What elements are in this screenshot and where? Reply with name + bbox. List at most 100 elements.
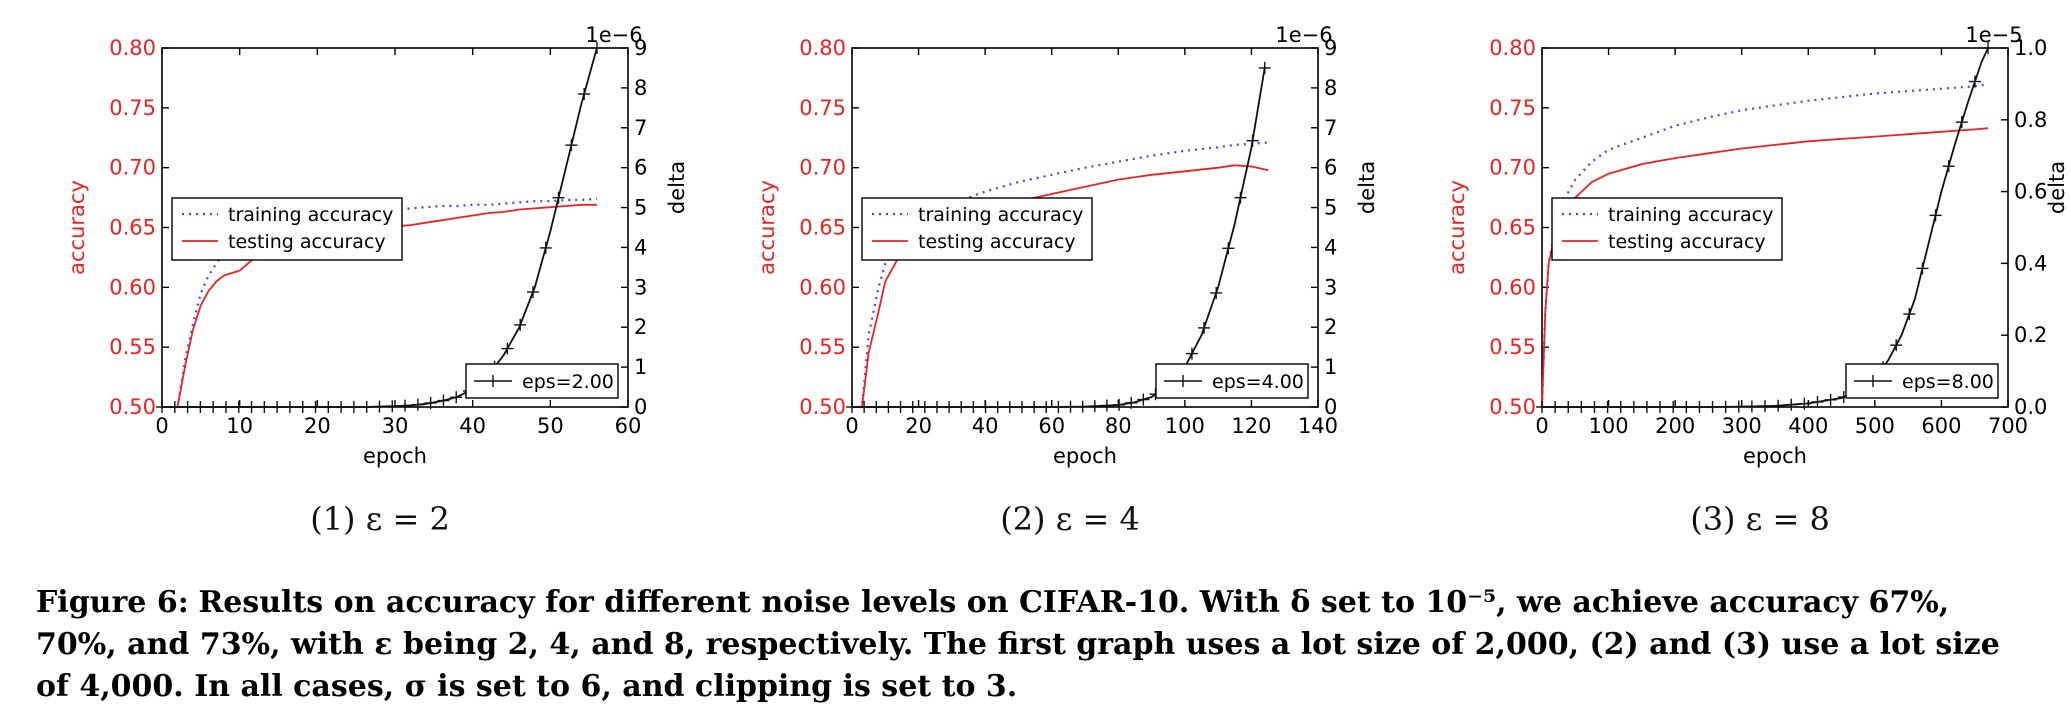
legend-lower: eps=4.00 — [1155, 363, 1309, 399]
y2-tick-label: 1 — [634, 355, 647, 379]
y2-axis-label: delta — [665, 161, 689, 214]
y-tick-label: 0.60 — [799, 275, 846, 299]
y2-tick-label: 5 — [1324, 196, 1337, 220]
legend-label-test: testing accuracy — [228, 231, 386, 253]
x-tick-label: 100 — [1165, 414, 1205, 438]
y-tick-label: 0.75 — [1489, 96, 1536, 120]
y2-tick-label: 6 — [634, 156, 647, 180]
x-tick-label: 300 — [1722, 414, 1762, 438]
y2-tick-label: 5 — [634, 196, 647, 220]
legend-lower: eps=8.00 — [1845, 363, 1999, 399]
y2-tick-label: 4 — [634, 235, 647, 259]
y-tick-label: 0.80 — [799, 36, 846, 60]
chart-panel-3: 0 100 200 300 400 500 600 700 epoch 0.50 0.55 0.60 0… — [1380, 0, 2070, 560]
legend-box — [861, 197, 1093, 261]
legend-upper: training accuracy testing accuracy — [1551, 197, 1783, 261]
y2-tick-label: 3 — [634, 275, 647, 299]
y2-tick-label: 1.0 — [2014, 36, 2047, 60]
chart-svg-3: 0 100 200 300 400 500 600 700 epoch 0.50 0.55 0.60 0… — [1445, 23, 2069, 468]
y2-tick-label: 0.8 — [2014, 108, 2047, 132]
x-tick-label: 700 — [1988, 414, 2028, 438]
y-tick-label: 0.80 — [109, 36, 156, 60]
y-tick-label: 0.60 — [109, 275, 156, 299]
figure-caption-text: Results on accuracy for different noise … — [36, 585, 2000, 704]
x-tick-label: 500 — [1855, 414, 1895, 438]
y2-tick-label: 2 — [1324, 315, 1337, 339]
x-tick-label: 200 — [1655, 414, 1695, 438]
y2-tick-label: 8 — [634, 76, 647, 100]
y2-multiplier: 1e−5 — [1965, 23, 2022, 47]
y-axis-label: accuracy — [755, 180, 779, 275]
subcaption-3: (3) ε = 8 — [1690, 500, 1830, 538]
y-tick-label: 0.75 — [109, 96, 156, 120]
y2-multiplier: 1e−6 — [1275, 23, 1332, 47]
y2-tick-label: 7 — [634, 116, 647, 140]
subcaption-2: (2) ε = 4 — [1000, 500, 1140, 538]
y-tick-label: 0.70 — [109, 156, 156, 180]
y-tick-label: 0.55 — [1489, 335, 1536, 359]
legend-upper: training accuracy testing accuracy — [861, 197, 1093, 261]
x-tick-label: 40 — [972, 414, 999, 438]
legend-label-test: testing accuracy — [1608, 231, 1766, 253]
legend-label-train: training accuracy — [918, 204, 1083, 226]
figure-caption: Figure 6: Results on accuracy for differ… — [36, 582, 2036, 708]
legend-label-train: training accuracy — [228, 204, 393, 226]
y2-tick-label: 7 — [1324, 116, 1337, 140]
y-tick-label: 0.50 — [799, 395, 846, 419]
y2-multiplier: 1e−6 — [585, 23, 642, 47]
y-tick-label: 0.65 — [799, 216, 846, 240]
y-tick-label: 0.55 — [799, 335, 846, 359]
y2-tick-label: 0.4 — [2014, 251, 2047, 275]
legend-lower: eps=2.00 — [465, 363, 619, 399]
legend-label-eps: eps=8.00 — [1902, 371, 1994, 393]
x-axis-label: epoch — [1053, 444, 1117, 468]
legend-box — [171, 197, 403, 261]
y2-tick-label: 4 — [1324, 235, 1337, 259]
y-tick-label: 0.50 — [1489, 395, 1536, 419]
x-tick-label: 10 — [226, 414, 253, 438]
x-tick-label: 20 — [304, 414, 331, 438]
legend-label-eps: eps=4.00 — [1212, 371, 1304, 393]
chart-svg-2: 0 20 40 60 80 100 120 140 epoch 0.50 0.55 0.60 0.65 0… — [755, 23, 1379, 468]
y2-tick-label: 2 — [634, 315, 647, 339]
x-tick-label: 140 — [1298, 414, 1338, 438]
x-tick-label: 80 — [1105, 414, 1132, 438]
y-axis-label: accuracy — [65, 180, 89, 275]
legend-label-test: testing accuracy — [918, 231, 1076, 253]
x-tick-label: 60 — [1038, 414, 1065, 438]
series-1 — [1540, 82, 1989, 408]
y2-tick-label: 9 — [634, 36, 647, 60]
y2-tick-label: 0.2 — [2014, 323, 2047, 347]
legend-box — [1551, 197, 1783, 261]
chart-panel-1: 0 10 20 30 40 50 60 epoch 0.50 0.55 0.60 0.65 0.70 0.… — [0, 0, 690, 560]
x-tick-label: 600 — [1921, 414, 1961, 438]
y-tick-label: 0.55 — [109, 335, 156, 359]
y2-tick-label: 0.6 — [2014, 180, 2047, 204]
series-line — [1540, 82, 1989, 408]
subcaption-1: (1) ε = 2 — [310, 500, 450, 538]
y2-axis-label: delta — [1355, 161, 1379, 214]
y2-tick-label: 6 — [1324, 156, 1337, 180]
y2-tick-label: 3 — [1324, 275, 1337, 299]
x-tick-label: 0 — [1535, 414, 1548, 438]
y-tick-label: 0.80 — [1489, 36, 1536, 60]
y-axis-label: accuracy — [1445, 180, 1469, 275]
x-axis-label: epoch — [1743, 444, 1807, 468]
x-tick-label: 40 — [459, 414, 486, 438]
y2-tick-label: 0 — [634, 395, 647, 419]
x-tick-label: 20 — [905, 414, 932, 438]
series-1 — [162, 197, 597, 409]
y2-axis-label: delta — [2045, 161, 2069, 214]
x-tick-label: 120 — [1231, 414, 1271, 438]
chart-svg-1: 0 10 20 30 40 50 60epoch0.500.550.600.650.700.… — [65, 23, 689, 468]
chart-panel-2: 0 20 40 60 80 100 120 140 epoch 0.50 0.55 0.60 0.65 0… — [690, 0, 1380, 560]
y-tick-label: 0.75 — [799, 96, 846, 120]
x-tick-label: 50 — [537, 414, 564, 438]
legend-label-eps: eps=2.00 — [522, 371, 614, 393]
x-tick-label: 0 — [155, 414, 168, 438]
y2-tick-label: 0 — [1324, 395, 1337, 419]
x-tick-label: 100 — [1589, 414, 1629, 438]
y2-tick-label: 8 — [1324, 76, 1337, 100]
y-tick-label: 0.70 — [1489, 156, 1536, 180]
